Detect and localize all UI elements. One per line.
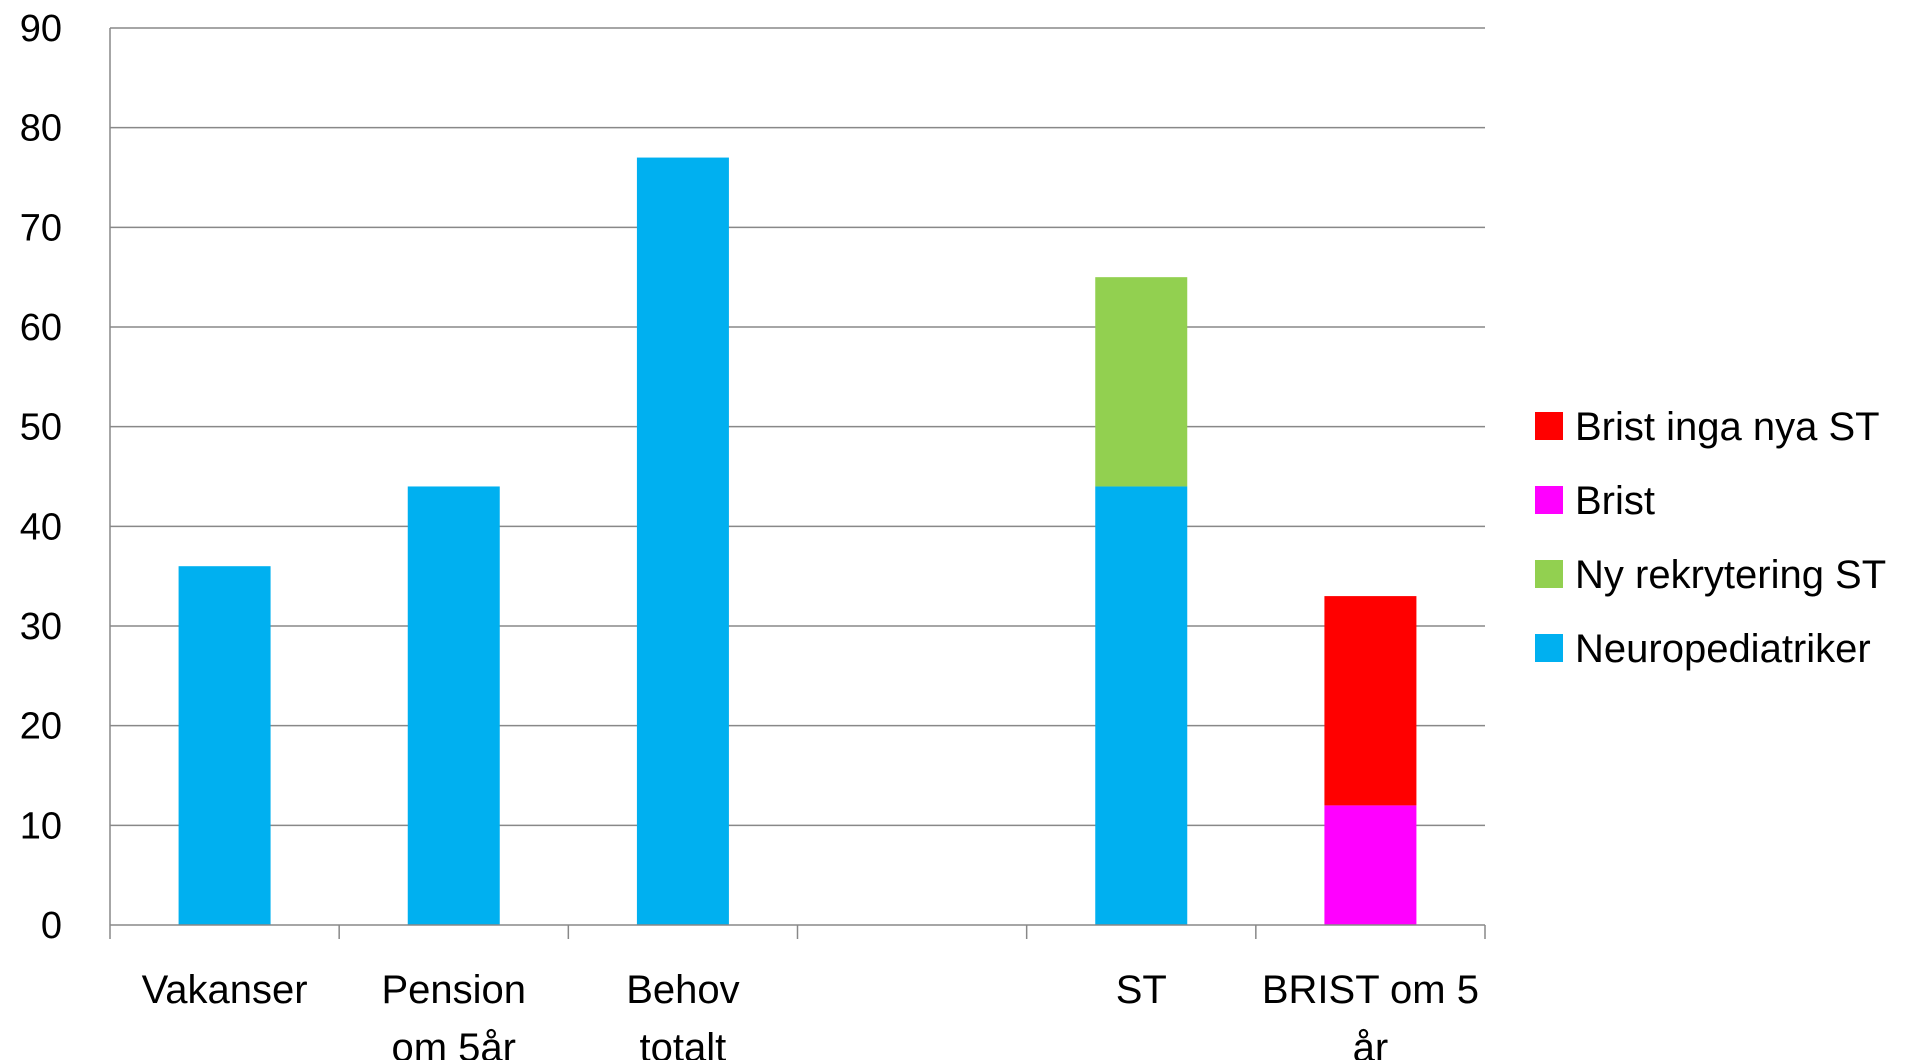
x-category-label: totalt bbox=[640, 1026, 727, 1060]
x-category-label: Pension bbox=[381, 968, 526, 1012]
legend-label: Ny rekrytering ST bbox=[1575, 553, 1886, 597]
bar-ny-rekrytering-st bbox=[1095, 277, 1188, 487]
x-category-label: Behov bbox=[626, 968, 739, 1012]
bar-neuropediatriker bbox=[178, 566, 271, 925]
gridlines bbox=[110, 27, 1485, 827]
y-tick-label: 80 bbox=[20, 108, 62, 150]
legend-label: Brist bbox=[1575, 479, 1655, 523]
x-category-label: Vakanser bbox=[142, 968, 308, 1012]
legend-swatch bbox=[1535, 560, 1563, 588]
y-tick-label: 30 bbox=[20, 606, 62, 648]
legend-swatch bbox=[1535, 634, 1563, 662]
y-tick-label: 60 bbox=[20, 307, 62, 349]
x-category-label: om 5år bbox=[392, 1026, 517, 1060]
bar-neuropediatriker bbox=[407, 486, 500, 925]
y-tick-label: 20 bbox=[20, 706, 62, 748]
legend-label: Neuropediatriker bbox=[1575, 627, 1871, 671]
y-tick-label: 90 bbox=[20, 8, 62, 50]
x-category-label: ST bbox=[1116, 968, 1167, 1012]
x-category-label: år bbox=[1353, 1026, 1389, 1060]
legend-label: Brist inga nya ST bbox=[1575, 405, 1880, 449]
y-tick-label: 50 bbox=[20, 407, 62, 449]
legend-swatch bbox=[1535, 486, 1563, 514]
y-tick-label: 70 bbox=[20, 207, 62, 249]
bar-neuropediatriker bbox=[636, 157, 729, 926]
bar-brist-inga-nya-st bbox=[1324, 596, 1417, 806]
y-tick-label: 40 bbox=[20, 506, 62, 548]
x-category-label: BRIST om 5 bbox=[1262, 968, 1479, 1012]
bars bbox=[178, 157, 1417, 926]
bar-neuropediatriker bbox=[1095, 486, 1188, 925]
y-tick-label: 10 bbox=[20, 805, 62, 847]
bar-brist bbox=[1324, 805, 1417, 925]
y-tick-label: 0 bbox=[41, 905, 62, 947]
legend: Brist inga nya ST Brist Ny rekrytering ST N… bbox=[1535, 405, 1886, 671]
axes: 0 10 20 30 40 50 60 70 80 90 Vakanser Pension om 5år… bbox=[20, 8, 1486, 1060]
legend-swatch bbox=[1535, 412, 1563, 440]
